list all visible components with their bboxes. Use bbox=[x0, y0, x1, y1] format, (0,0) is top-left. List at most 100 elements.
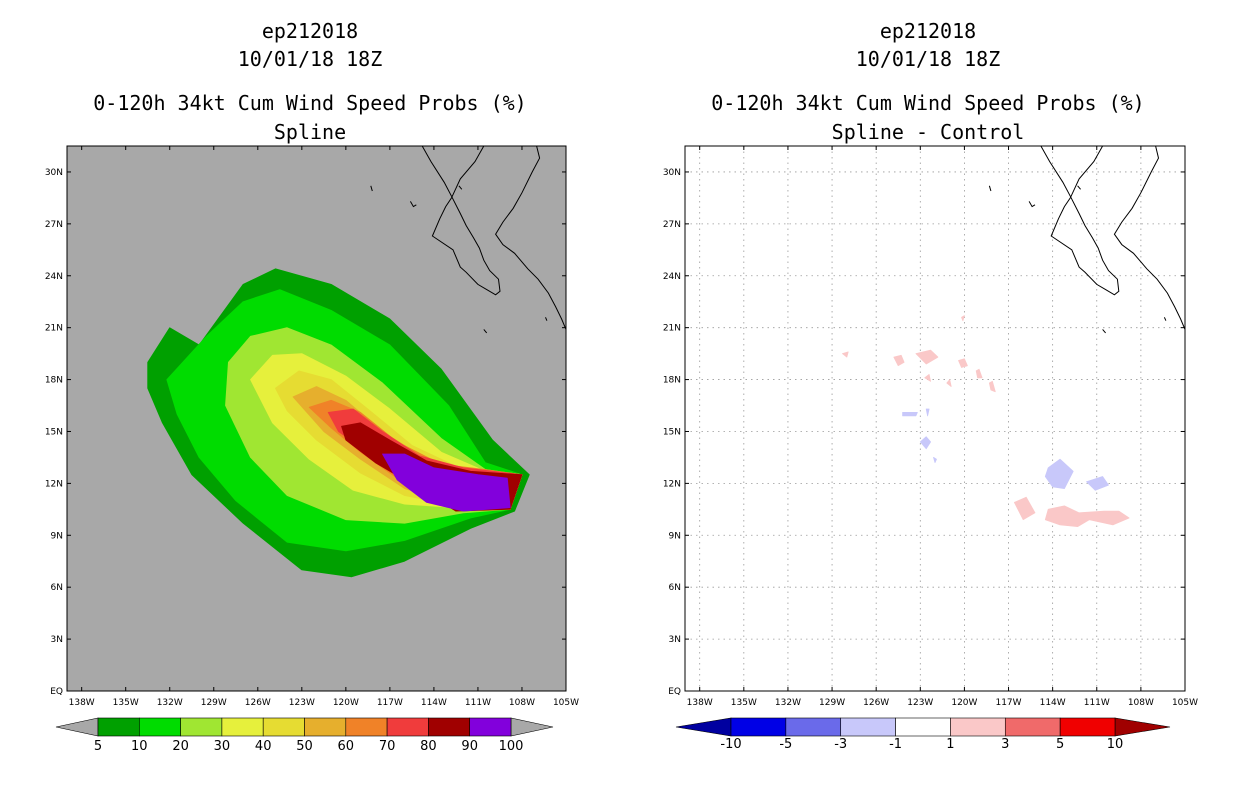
contour-neg1 bbox=[933, 456, 937, 464]
colorbar-label: 5 bbox=[94, 739, 102, 754]
contour-neg1 bbox=[919, 436, 931, 450]
colorbar-swatch bbox=[139, 717, 181, 737]
contour-1 bbox=[915, 349, 939, 365]
y-tick-label: 27N bbox=[663, 220, 681, 230]
gridlines bbox=[685, 146, 1185, 691]
coastline-segment bbox=[545, 317, 548, 321]
y-tick-label: 12N bbox=[663, 479, 681, 489]
contour-1 bbox=[893, 354, 905, 367]
colorbar-swatch bbox=[950, 717, 1006, 737]
contour-1 bbox=[989, 380, 996, 393]
y-tick-label: 6N bbox=[51, 583, 63, 593]
colorbar-swatch bbox=[304, 717, 347, 737]
colorbar-label: 3 bbox=[1001, 737, 1009, 752]
map-frame bbox=[684, 145, 1186, 692]
y-tick-label: 9N bbox=[51, 531, 63, 541]
colorbar-label: 40 bbox=[255, 739, 272, 754]
contour-90 bbox=[382, 453, 511, 512]
y-tick-label: 18N bbox=[663, 376, 681, 386]
x-tick-label: 108W bbox=[509, 698, 535, 708]
y-tick-label: EQ bbox=[50, 687, 63, 697]
axis-ticks: 138W 135W 132W 129W 126W 123W 120W 117W 114W 111W… bbox=[663, 146, 1198, 708]
x-tick-label: 114W bbox=[421, 698, 447, 708]
product-title: 0-120h 34kt Cum Wind Speed Probs (%) bbox=[93, 91, 526, 115]
contour-1 bbox=[1014, 496, 1036, 521]
x-tick-label: 135W bbox=[731, 698, 757, 708]
coastline-segment bbox=[1163, 317, 1167, 321]
x-tick-label: 114W bbox=[1040, 698, 1066, 708]
x-tick-label: 105W bbox=[553, 698, 579, 708]
colorbar-under-arrow bbox=[55, 717, 99, 737]
product-title: 0-120h 34kt Cum Wind Speed Probs (%) bbox=[711, 91, 1144, 115]
method-title: Spline - Control bbox=[832, 120, 1025, 144]
y-tick-label: 12N bbox=[45, 479, 63, 489]
x-tick-label: 120W bbox=[333, 698, 359, 708]
contour-1 bbox=[946, 379, 952, 387]
y-tick-label: 9N bbox=[669, 531, 681, 541]
colorbar-swatch bbox=[345, 717, 388, 737]
y-tick-label: 24N bbox=[45, 272, 63, 282]
y-tick-label: 24N bbox=[663, 272, 681, 282]
contour-1 bbox=[961, 315, 965, 322]
storm-id-title: ep212018 bbox=[262, 19, 358, 43]
colorbar-swatch bbox=[180, 717, 223, 737]
colorbar-label: 5 bbox=[1056, 737, 1064, 752]
colorbar-swatch bbox=[469, 717, 512, 737]
contour-1 bbox=[924, 373, 931, 382]
colorbar-under-arrow bbox=[675, 717, 732, 737]
coastline-segment bbox=[1102, 329, 1106, 334]
y-tick-label: 15N bbox=[45, 427, 63, 437]
contour-neg1 bbox=[925, 408, 930, 417]
contour-1 bbox=[1044, 505, 1130, 527]
colorbar-swatch bbox=[428, 717, 470, 737]
y-tick-label: 3N bbox=[51, 635, 63, 645]
y-tick-label: 21N bbox=[45, 324, 63, 334]
y-tick-label: 30N bbox=[663, 168, 681, 178]
x-tick-label: 123W bbox=[289, 698, 315, 708]
x-tick-label: 129W bbox=[819, 698, 845, 708]
x-tick-label: 126W bbox=[863, 698, 889, 708]
y-tick-label: EQ bbox=[668, 687, 681, 697]
coastline-segment bbox=[1028, 201, 1036, 208]
contour-neg1 bbox=[902, 411, 918, 417]
x-tick-label: 138W bbox=[687, 698, 713, 708]
contour-neg1 bbox=[1044, 458, 1074, 490]
colorbar-swatch bbox=[221, 717, 264, 737]
colorbar-label: 100 bbox=[499, 739, 524, 754]
colorbar-swatch bbox=[1004, 717, 1061, 737]
x-tick-label: 138W bbox=[69, 698, 95, 708]
y-tick-label: 3N bbox=[669, 635, 681, 645]
colorbar-swatch bbox=[262, 717, 305, 737]
method-title: Spline bbox=[274, 120, 346, 144]
coastline-segment bbox=[1040, 146, 1120, 296]
colorbar-over-arrow bbox=[510, 717, 554, 737]
x-tick-label: 111W bbox=[1084, 698, 1110, 708]
coastline-segment bbox=[458, 185, 463, 190]
colorbar-label: -3 bbox=[834, 737, 847, 752]
colorbar: 5 10 20 30 40 50 60 70 80 90 100 bbox=[55, 717, 554, 754]
colorbar-label: -1 bbox=[889, 737, 902, 752]
x-tick-label: 132W bbox=[157, 698, 183, 708]
colorbar-label: 70 bbox=[379, 739, 396, 754]
colorbar-label: 90 bbox=[461, 739, 478, 754]
datetime-title: 10/01/18 18Z bbox=[238, 47, 383, 71]
coastline bbox=[988, 146, 1185, 334]
x-tick-label: 135W bbox=[113, 698, 139, 708]
coastline-segment bbox=[370, 185, 373, 192]
panel-spline: ep212018 10/01/18 18Z 0-120h 34kt Cum Wi… bbox=[45, 19, 579, 754]
coastline bbox=[370, 146, 566, 334]
colorbar-swatch bbox=[386, 717, 429, 737]
storm-id-title: ep212018 bbox=[880, 19, 976, 43]
y-tick-label: 15N bbox=[663, 427, 681, 437]
datetime-title: 10/01/18 18Z bbox=[856, 47, 1001, 71]
contour-neg1 bbox=[1086, 476, 1109, 491]
colorbar-label: 20 bbox=[172, 739, 189, 754]
map-frame bbox=[66, 145, 567, 692]
coastline-segment bbox=[1113, 146, 1185, 330]
x-tick-label: 117W bbox=[377, 698, 403, 708]
colorbar-label: 80 bbox=[420, 739, 437, 754]
x-tick-label: 132W bbox=[775, 698, 801, 708]
x-tick-label: 123W bbox=[907, 698, 933, 708]
colorbar-label: 30 bbox=[214, 739, 231, 754]
